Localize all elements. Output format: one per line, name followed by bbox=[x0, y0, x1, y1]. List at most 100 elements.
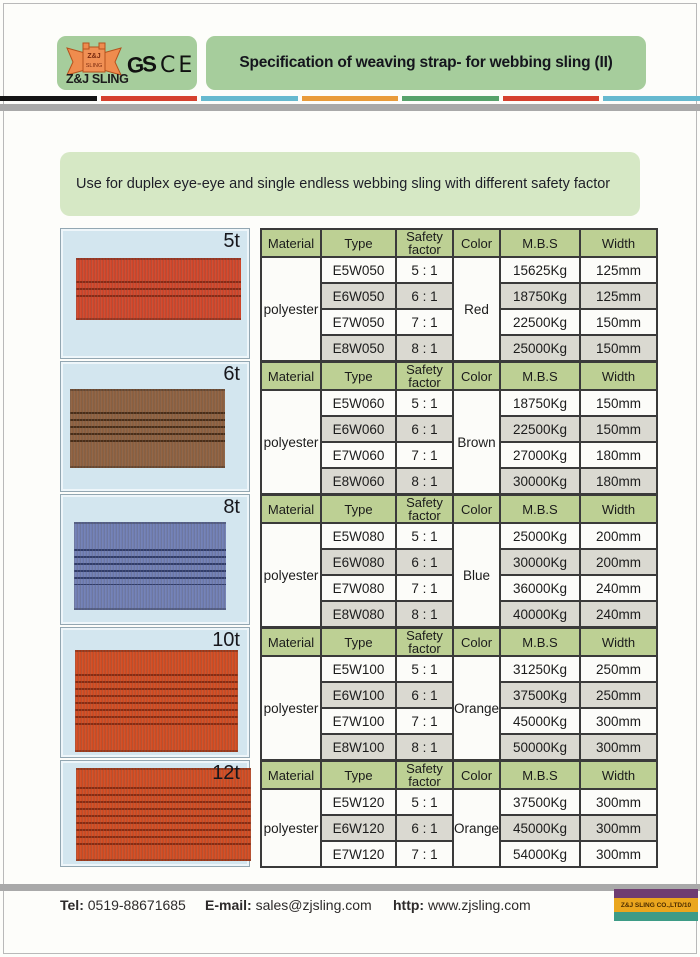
usage-banner-text: Use for duplex eye-eye and single endles… bbox=[76, 176, 611, 192]
table-row: E8W080 8 : 1 40000Kg 240mm bbox=[261, 600, 658, 628]
cell-width: 180mm bbox=[579, 467, 658, 495]
cell-mbs: 15625Kg bbox=[499, 256, 581, 284]
cell-safety-factor: 5 : 1 bbox=[395, 788, 454, 816]
strap-image bbox=[76, 258, 241, 320]
cell-type: E5W050 bbox=[320, 256, 397, 284]
decorative-stripe bbox=[0, 96, 700, 101]
cell-type: E7W120 bbox=[320, 840, 397, 868]
table-row: E7W120 7 : 1 54000Kg 300mm bbox=[261, 840, 658, 868]
header-row: Material Type Safety factor Color M.B.S … bbox=[260, 760, 658, 790]
cell-safety-factor: 7 : 1 bbox=[395, 840, 454, 868]
table-row: E7W080 7 : 1 36000Kg 240mm bbox=[261, 574, 658, 602]
cell-type: E5W100 bbox=[320, 655, 397, 683]
column-header-color: Color bbox=[452, 228, 501, 258]
column-header-safety-factor: Safety factor bbox=[395, 361, 454, 391]
stripe-segment bbox=[502, 96, 600, 101]
column-header-color: Color bbox=[452, 361, 501, 391]
column-header-material: Material bbox=[260, 494, 322, 524]
website-url: www.zjsling.com bbox=[427, 897, 531, 913]
cell-type: E6W120 bbox=[320, 814, 397, 842]
cell-color: Orange bbox=[452, 788, 501, 868]
column-header-width: Width bbox=[579, 627, 658, 657]
cell-safety-factor: 6 : 1 bbox=[395, 415, 454, 443]
cell-type: E8W080 bbox=[320, 600, 397, 628]
product-block-12t: 12t Material Type Safety factor Color M.… bbox=[60, 760, 658, 868]
cell-material: polyester bbox=[260, 389, 322, 495]
footer-website: http: www.zjsling.com bbox=[393, 897, 531, 913]
column-header-type: Type bbox=[320, 228, 397, 258]
spec-table-8t: Material Type Safety factor Color M.B.S … bbox=[260, 494, 658, 628]
product-block-10t: 10t Material Type Safety factor Color M.… bbox=[60, 627, 658, 761]
capacity-label: 5t bbox=[223, 230, 240, 252]
column-header-width: Width bbox=[579, 361, 658, 391]
table-row: polyester E5W080 5 : 1 Blue 25000Kg 200m… bbox=[260, 522, 658, 628]
column-header-type: Type bbox=[320, 627, 397, 657]
table-row: polyester E5W120 5 : 1 Orange 37500Kg 30… bbox=[260, 788, 658, 868]
cell-type: E6W060 bbox=[320, 415, 397, 443]
cell-material: polyester bbox=[260, 655, 322, 761]
cell-safety-factor: 7 : 1 bbox=[395, 707, 454, 735]
table-row: E7W050 7 : 1 22500Kg 150mm bbox=[261, 308, 658, 336]
stripe-segment bbox=[603, 96, 700, 101]
table-row: E6W050 6 : 1 18750Kg 125mm bbox=[261, 282, 658, 310]
strap-stripes bbox=[70, 412, 225, 446]
table-row: E8W060 8 : 1 30000Kg 180mm bbox=[261, 467, 658, 495]
capacity-label: 8t bbox=[223, 496, 240, 518]
strap-image-panel: 6t bbox=[60, 361, 250, 492]
cell-safety-factor: 8 : 1 bbox=[395, 467, 454, 495]
cell-width: 150mm bbox=[579, 415, 658, 443]
title-box: Specification of weaving strap- for webb… bbox=[206, 36, 646, 90]
cell-type: E7W060 bbox=[320, 441, 397, 469]
cell-width: 125mm bbox=[579, 282, 658, 310]
cell-mbs: 54000Kg bbox=[499, 840, 581, 868]
table-row: E7W100 7 : 1 45000Kg 300mm bbox=[261, 707, 658, 735]
stripe-segment bbox=[100, 96, 198, 101]
cell-type: E6W080 bbox=[320, 548, 397, 576]
column-header-color: Color bbox=[452, 760, 501, 790]
cell-safety-factor: 6 : 1 bbox=[395, 548, 454, 576]
badge-top-bar bbox=[614, 889, 698, 898]
cell-color: Orange bbox=[452, 655, 501, 761]
column-header-material: Material bbox=[260, 760, 322, 790]
cell-mbs: 25000Kg bbox=[499, 522, 581, 550]
spec-table-12t: Material Type Safety factor Color M.B.S … bbox=[260, 760, 658, 868]
cell-color: Red bbox=[452, 256, 501, 362]
stripe-segment bbox=[301, 96, 399, 101]
cell-material: polyester bbox=[260, 256, 322, 362]
email-label: E-mail: bbox=[205, 897, 252, 913]
cell-mbs: 27000Kg bbox=[499, 441, 581, 469]
column-header-material: Material bbox=[260, 228, 322, 258]
cell-width: 150mm bbox=[579, 389, 658, 417]
cell-safety-factor: 5 : 1 bbox=[395, 256, 454, 284]
header-row: Material Type Safety factor Color M.B.S … bbox=[260, 228, 658, 258]
spec-table-6t: Material Type Safety factor Color M.B.S … bbox=[260, 361, 658, 495]
table-row: E7W060 7 : 1 27000Kg 180mm bbox=[261, 441, 658, 469]
footer-tel: Tel: 0519-88671685 bbox=[60, 897, 186, 913]
table-row: E6W120 6 : 1 45000Kg 300mm bbox=[261, 814, 658, 842]
table-row: E8W100 8 : 1 50000Kg 300mm bbox=[261, 733, 658, 761]
cell-mbs: 25000Kg bbox=[499, 334, 581, 362]
cell-type: E7W050 bbox=[320, 308, 397, 336]
table-row: polyester E5W050 5 : 1 Red 15625Kg 125mm bbox=[260, 256, 658, 362]
column-header-width: Width bbox=[579, 494, 658, 524]
cell-safety-factor: 5 : 1 bbox=[395, 655, 454, 683]
header-row: Material Type Safety factor Color M.B.S … bbox=[260, 627, 658, 657]
spec-table-10t: Material Type Safety factor Color M.B.S … bbox=[260, 627, 658, 761]
tel-label: Tel: bbox=[60, 897, 84, 913]
cell-safety-factor: 6 : 1 bbox=[395, 282, 454, 310]
cell-mbs: 37500Kg bbox=[499, 788, 581, 816]
cell-width: 300mm bbox=[579, 707, 658, 735]
company-badge: Z&J SLING CO.,LTD/10 bbox=[614, 889, 698, 921]
cell-mbs: 50000Kg bbox=[499, 733, 581, 761]
cell-mbs: 31250Kg bbox=[499, 655, 581, 683]
column-header-color: Color bbox=[452, 494, 501, 524]
ce-certification-mark: CE bbox=[160, 53, 196, 78]
cell-width: 300mm bbox=[579, 788, 658, 816]
column-header-type: Type bbox=[320, 494, 397, 524]
cell-width: 240mm bbox=[579, 574, 658, 602]
badge-bottom-bar bbox=[614, 912, 698, 921]
cell-type: E7W100 bbox=[320, 707, 397, 735]
cell-mbs: 30000Kg bbox=[499, 467, 581, 495]
cell-mbs: 45000Kg bbox=[499, 814, 581, 842]
strap-image bbox=[70, 389, 225, 468]
